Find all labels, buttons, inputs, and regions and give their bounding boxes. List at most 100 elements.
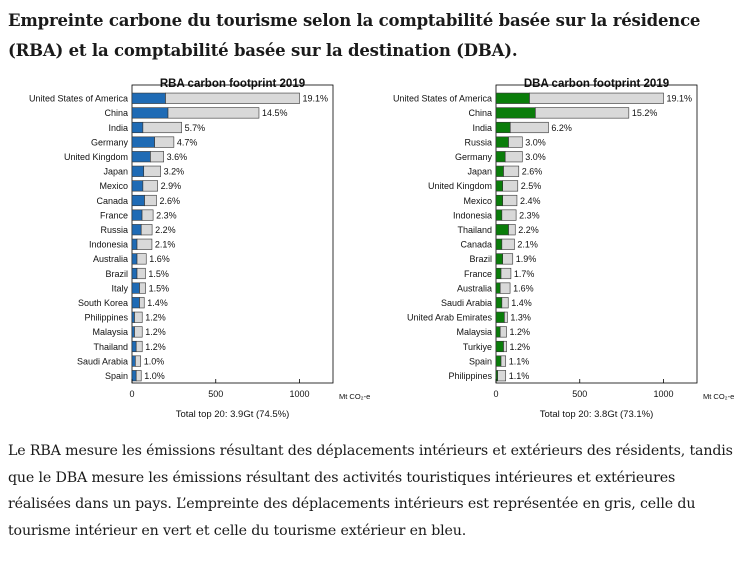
chart-2-data-label-7: 2.4%	[520, 196, 541, 206]
chart-1-data-label-0: 19.1%	[303, 94, 329, 104]
chart-2-data-label-3: 3.0%	[525, 137, 546, 147]
chart-1-data-label-14: 1.4%	[147, 298, 168, 308]
chart-1-data-label-3: 4.7%	[177, 137, 198, 147]
chart-2-data-label-2: 6.2%	[551, 123, 572, 133]
chart-2-data-label-17: 1.2%	[510, 342, 531, 352]
chart-2-category-label-18: Spain	[469, 356, 492, 366]
chart-2-category-label-1: China	[468, 108, 492, 118]
chart-2-bar-colored-2	[495, 121, 511, 134]
chart-2-bar-colored-1	[495, 107, 536, 119]
chart-1-bar-colored-10	[131, 238, 138, 250]
chart-2-bar-grey-18	[500, 355, 507, 367]
chart-2-category-label-19: Philippines	[448, 371, 492, 381]
chart-1-category-label-18: Saudi Arabia	[77, 356, 128, 366]
chart-2-bar-grey-6	[502, 180, 519, 192]
chart-1-data-label-12: 1.5%	[148, 269, 169, 279]
chart-2-data-label-18: 1.1%	[509, 356, 530, 366]
chart-1-unit-label: Mt CO₂-e	[339, 392, 370, 401]
chart-2-bar-grey-17	[503, 340, 507, 353]
chart-1-data-label-10: 2.1%	[155, 240, 176, 250]
chart-1-bar-grey-16	[134, 326, 143, 338]
figure-caption: Le RBA mesure les émissions résultant de…	[8, 438, 738, 544]
chart-1-data-label-15: 1.2%	[145, 313, 166, 323]
chart-1-bar-colored-18	[131, 355, 136, 367]
chart-2-bar-colored-17	[495, 340, 504, 353]
chart-2-category-label-0: United States of America	[393, 94, 492, 104]
chart-2-footer: Total top 20: 3.8Gt (73.1%)	[540, 409, 654, 420]
chart-1-bar-colored-15	[131, 311, 135, 323]
chart-2-data-label-4: 3.0%	[525, 152, 546, 162]
chart-1-category-label-15: Philippines	[84, 313, 128, 323]
chart-1-bar-colored-4	[131, 151, 151, 163]
chart-1-bar-colored-11	[131, 253, 138, 265]
chart-2-x-tick-label-0: 0	[493, 389, 498, 399]
chart-2-data-label-11: 1.9%	[516, 254, 537, 264]
chart-2-bar-grey-13	[499, 282, 511, 294]
chart-2-data-label-6: 2.5%	[521, 181, 542, 191]
chart-2-data-label-10: 2.1%	[517, 240, 538, 250]
chart-1-bar-grey-12	[136, 267, 146, 280]
chart-2-bar-grey-16	[499, 326, 507, 338]
chart-1-bar-colored-5	[131, 165, 145, 177]
chart-1-category-label-11: Australia	[93, 254, 128, 264]
chart-1-data-label-7: 2.6%	[159, 196, 180, 206]
chart-1-bar-colored-8	[131, 209, 143, 221]
chart-1-data-label-16: 1.2%	[145, 327, 166, 337]
chart-2-data-label-12: 1.7%	[514, 269, 535, 279]
chart-2-bar-colored-16	[495, 326, 501, 338]
chart-2-bar-colored-0	[495, 92, 530, 104]
chart-2-category-label-4: Germany	[455, 152, 493, 162]
chart-2-bar-colored-11	[495, 253, 503, 265]
heading-line-1: Empreinte carbone du tourisme selon la c…	[8, 11, 701, 30]
chart-1-bar-colored-16	[131, 326, 135, 338]
chart-2-bar-colored-13	[495, 282, 501, 294]
chart-1-category-label-2: India	[108, 123, 128, 133]
chart-1-category-label-6: Mexico	[99, 181, 128, 191]
chart-2-category-label-9: Thailand	[457, 225, 492, 235]
chart-1-bar-colored-13	[131, 282, 140, 294]
chart-1-bar-grey-18	[135, 355, 142, 367]
caption-line-3: réalisées dans un pays. L’empreinte des …	[8, 496, 696, 512]
chart-1-bar-colored-0	[131, 92, 166, 104]
chart-1-bar-colored-3	[131, 136, 155, 148]
chart-1-x-tick-label-0: 0	[129, 389, 134, 399]
chart-2-unit-label: Mt CO₂-e	[703, 392, 734, 401]
chart-1-bar-grey-11	[136, 253, 147, 265]
chart-2-data-label-1: 15.2%	[632, 108, 658, 118]
chart-1-data-label-2: 5.7%	[185, 123, 206, 133]
chart-1-category-label-5: Japan	[103, 167, 128, 177]
chart-2-bar-colored-5	[495, 165, 504, 177]
chart-1-category-label-0: United States of America	[29, 94, 128, 104]
chart-1-data-label-6: 2.9%	[161, 181, 182, 191]
chart-2-bar-colored-7	[495, 194, 503, 207]
chart-1-category-label-12: Brazil	[105, 269, 128, 279]
chart-1-bar-grey-9	[140, 224, 153, 236]
chart-1-category-label-1: China	[104, 108, 128, 118]
chart-2-bar-grey-19	[497, 370, 507, 382]
chart-2-bar-colored-3	[495, 136, 509, 148]
chart-2-x-tick-label-1: 500	[572, 389, 587, 399]
chart-1-bar-colored-6	[131, 180, 144, 192]
chart-1-data-label-9: 2.2%	[155, 225, 176, 235]
chart-2-category-label-12: France	[464, 269, 492, 279]
chart-1-category-label-7: Canada	[96, 196, 128, 206]
chart-2-bar-colored-15	[495, 311, 505, 323]
charts-figure: RBA carbon footprint 2019 United States o…	[29, 78, 734, 420]
chart-2-category-label-17: Turkiye	[463, 342, 492, 352]
chart-2-x-tick-label-2: 1000	[653, 389, 673, 399]
caption-line-1: Le RBA mesure les émissions résultant de…	[8, 443, 733, 459]
chart-2-bar-grey-0	[529, 92, 664, 104]
chart-2-bar-colored-10	[495, 238, 503, 250]
chart-2-category-label-13: Australia	[457, 283, 492, 293]
chart-2-bar-colored-4	[495, 151, 506, 163]
chart-2-category-label-11: Brazil	[469, 254, 492, 264]
chart-1-data-label-4: 3.6%	[167, 152, 188, 162]
chart-1-bar-colored-19	[131, 370, 137, 382]
chart-2-bar-grey-15	[504, 311, 508, 323]
chart-1-category-label-19: Spain	[105, 371, 128, 381]
chart-1-bar-grey-10	[136, 238, 153, 250]
chart-1-bar-grey-15	[134, 311, 143, 323]
chart-2-data-label-14: 1.4%	[511, 298, 532, 308]
chart-2-bar-grey-12	[500, 267, 512, 280]
chart-2-data-label-5: 2.6%	[522, 167, 543, 177]
